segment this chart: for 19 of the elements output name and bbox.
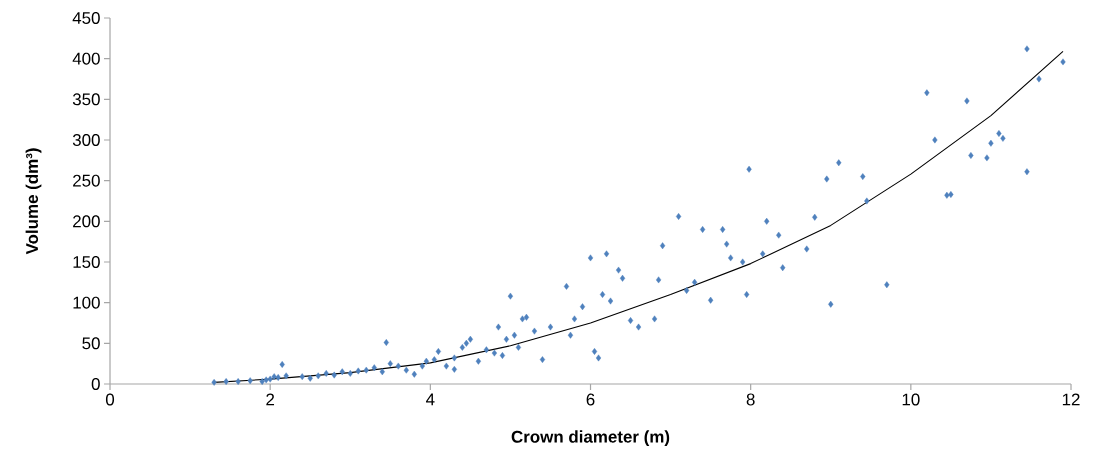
x-tick-label: 10 [902, 393, 920, 406]
y-tick-label: 50 [82, 337, 100, 350]
y-tick-label: 350 [72, 93, 100, 106]
x-tick-label: 6 [586, 393, 595, 406]
x-tick-label: 4 [426, 393, 435, 406]
y-axis-title: Volume (dm³) [25, 148, 42, 255]
y-tick-label: 200 [73, 215, 100, 228]
x-tick-label: 0 [105, 393, 115, 406]
y-tick-label: 150 [73, 255, 100, 268]
y-tick-label: 450 [72, 11, 100, 24]
x-tick-label: 12 [1062, 393, 1080, 406]
y-tick-label: 400 [72, 52, 100, 65]
y-tick-label: 300 [72, 133, 100, 146]
y-tick-label: 250 [73, 174, 100, 187]
x-tick-label: 8 [746, 393, 755, 406]
x-tick-label: 2 [266, 393, 275, 406]
y-tick-label: 100 [73, 296, 100, 309]
y-tick-label: 0 [91, 377, 100, 390]
x-axis-title: Crown diameter (m) [511, 430, 670, 447]
